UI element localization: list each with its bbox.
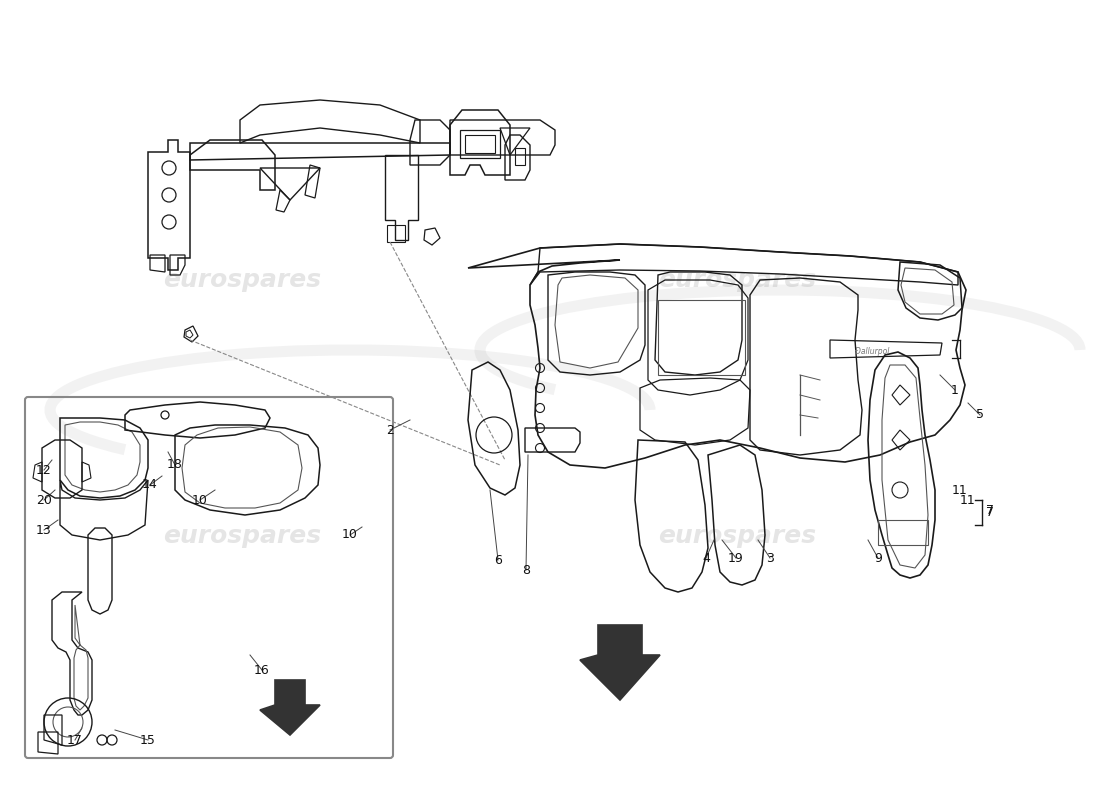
Text: eurospares: eurospares [658,524,816,548]
Text: 2: 2 [386,423,394,437]
Text: Ðallurpol: Ðallurpol [855,347,889,357]
Text: 10: 10 [342,529,358,542]
Text: 4: 4 [702,551,710,565]
Text: 8: 8 [522,563,530,577]
Text: 7: 7 [986,506,994,518]
Text: eurospares: eurospares [658,268,816,292]
Text: 3: 3 [766,551,774,565]
Text: 6: 6 [494,554,502,566]
Text: 1: 1 [952,383,959,397]
Text: 15: 15 [140,734,156,746]
Polygon shape [580,625,660,700]
Polygon shape [260,680,320,735]
Text: 19: 19 [728,551,744,565]
Text: eurospares: eurospares [163,524,321,548]
Text: 5: 5 [976,409,984,422]
Text: 11: 11 [953,483,968,497]
Text: 17: 17 [67,734,82,746]
Text: 16: 16 [254,663,270,677]
Text: eurospares: eurospares [163,268,321,292]
Text: 10: 10 [192,494,208,506]
Text: 14: 14 [142,478,158,491]
Text: 11: 11 [960,494,976,506]
Text: 12: 12 [36,463,52,477]
Text: 7: 7 [986,503,994,517]
Text: 20: 20 [36,494,52,506]
Text: 9: 9 [874,551,882,565]
Text: 18: 18 [167,458,183,471]
Text: 13: 13 [36,523,52,537]
